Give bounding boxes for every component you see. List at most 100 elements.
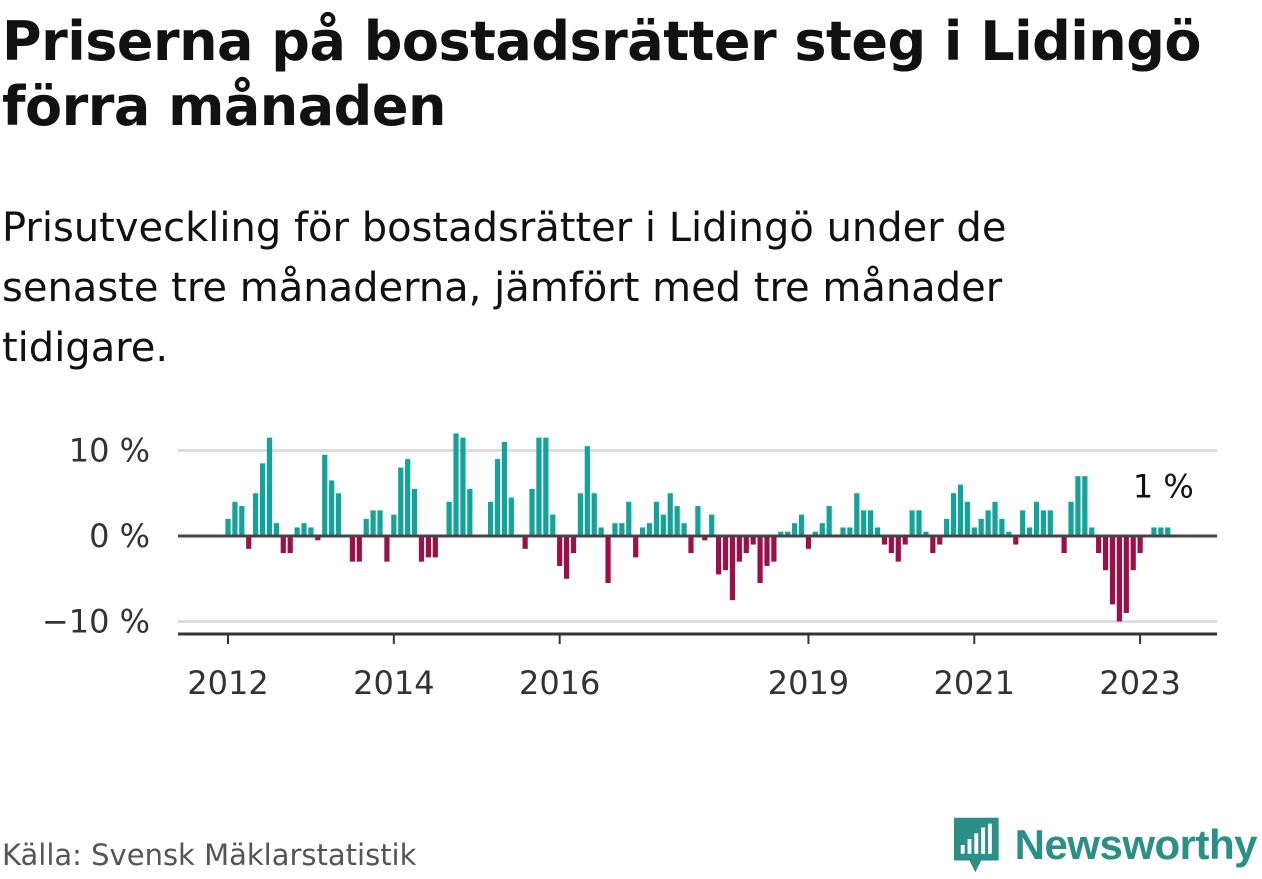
bar-positive: [847, 527, 853, 536]
bar-negative: [764, 536, 770, 566]
bar-positive: [1068, 501, 1074, 536]
bar-positive: [1151, 527, 1157, 536]
bar-positive: [577, 493, 584, 536]
bar-positive: [950, 493, 957, 536]
bar-positive: [391, 514, 397, 537]
bar-negative: [1116, 536, 1122, 622]
x-tick-label: 2012: [187, 664, 268, 702]
bar-negative: [902, 536, 908, 545]
bar-negative: [716, 536, 722, 575]
bar-negative: [771, 536, 777, 562]
bar-negative: [287, 536, 293, 554]
bar-positive: [253, 493, 259, 536]
bar-positive: [453, 433, 459, 536]
bar-positive: [460, 437, 466, 536]
bar-positive: [1089, 527, 1095, 536]
bar-negative: [750, 536, 756, 545]
bar-negative: [356, 536, 362, 562]
bar-positive: [259, 463, 266, 536]
brand-name: Newsworthy: [1014, 821, 1258, 868]
bar-chart: 10 % 0 % −10 % 2012 2014 2016 2019 2021 2023 1 %: [42, 432, 1217, 702]
bar-positive: [266, 437, 273, 536]
bar-positive: [1006, 531, 1012, 536]
bar-positive: [494, 459, 501, 536]
bar-negative: [425, 536, 431, 558]
bar-positive: [695, 506, 701, 536]
bar-positive: [591, 493, 597, 536]
bar-positive: [923, 531, 929, 536]
bar-positive: [529, 488, 535, 536]
x-tick-label: 2021: [934, 664, 1015, 702]
bar-positive: [971, 527, 977, 536]
bar-negative: [246, 536, 252, 549]
bar-negative: [930, 536, 936, 554]
bar-positive: [653, 501, 660, 536]
bar-negative: [895, 536, 901, 562]
bar-negative: [722, 536, 729, 571]
brand-logo: Newsworthy: [952, 815, 1258, 875]
bar-negative: [633, 536, 639, 558]
bar-positive: [329, 480, 335, 536]
bar-positive: [363, 518, 369, 536]
bar-negative: [315, 536, 321, 541]
bar-positive: [778, 531, 784, 536]
bar-positive: [1040, 510, 1046, 536]
bar-positive: [370, 510, 376, 536]
bar-negative: [1130, 536, 1136, 571]
bar-positive: [508, 497, 514, 537]
bar-negative: [702, 536, 708, 541]
bar-positive: [999, 518, 1005, 536]
bar-negative: [1013, 536, 1019, 545]
bar-negative: [522, 536, 528, 549]
bar-negative: [1096, 536, 1102, 554]
bar-negative: [888, 536, 894, 554]
bar-positive: [225, 518, 231, 536]
bar-negative: [688, 536, 694, 554]
x-tick-label: 2023: [1099, 664, 1180, 702]
bar-positive: [798, 514, 805, 537]
bar-positive: [957, 484, 964, 536]
bar-positive: [709, 514, 715, 537]
bar-negative: [1137, 536, 1143, 554]
x-tick-label: 2019: [768, 664, 849, 702]
page-title: Priserna på bostadsrätter steg i Lidingö…: [2, 10, 1202, 138]
bar-positive: [1075, 476, 1081, 536]
bar-positive: [322, 454, 328, 536]
bar-negative: [937, 536, 943, 545]
bar-positive: [1033, 501, 1040, 536]
bar-negative: [280, 536, 286, 554]
bar-positive: [1047, 510, 1053, 536]
bar-positive: [398, 467, 404, 536]
bar-positive: [626, 501, 632, 536]
chart-subtitle: Prisutveckling för bostadsrätter i Lidin…: [2, 205, 1007, 371]
bar-positive: [674, 506, 680, 536]
bar-positive: [792, 523, 798, 536]
bar-positive: [501, 441, 507, 536]
bar-positive: [543, 437, 549, 536]
bar-positive: [978, 518, 984, 536]
bar-negative: [563, 536, 570, 579]
bar-positive: [640, 527, 646, 536]
bar-positive: [1165, 527, 1171, 536]
bar-positive: [874, 527, 881, 536]
bar-negative: [757, 536, 763, 584]
bar-negative: [1109, 536, 1116, 605]
bar-positive: [992, 501, 998, 536]
bar-positive: [232, 501, 238, 536]
bar-positive: [660, 514, 666, 537]
bar-positive: [1026, 527, 1033, 536]
bar-positive: [619, 523, 625, 536]
bar-positive: [964, 501, 970, 536]
bar-positive: [861, 510, 867, 536]
bar-negative: [384, 536, 390, 562]
bar-positive: [536, 437, 542, 536]
bar-positive: [487, 501, 494, 536]
bar-positive: [840, 527, 846, 536]
bar-positive: [819, 523, 825, 536]
bar-negative: [570, 536, 577, 554]
bar-positive: [405, 459, 411, 536]
bar-positive: [598, 527, 604, 536]
bar-positive: [335, 493, 342, 536]
y-tick-label: −10 %: [42, 603, 150, 641]
bar-negative: [1061, 536, 1067, 554]
